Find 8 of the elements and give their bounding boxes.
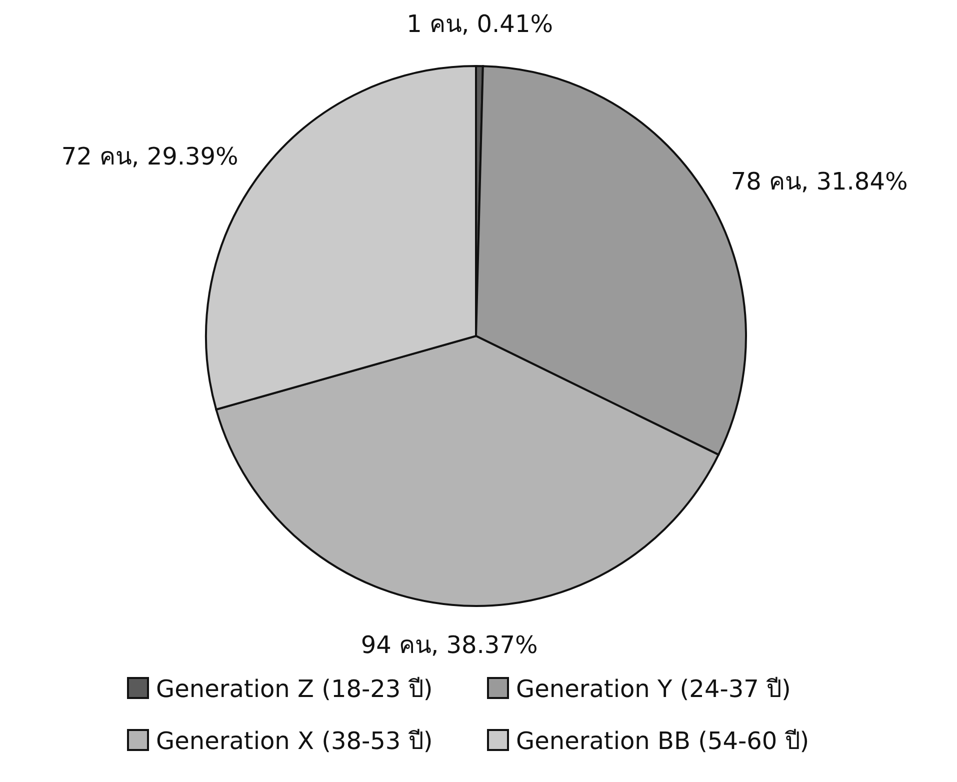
data-label: 94 คน, 38.37% xyxy=(360,630,538,659)
legend-label: Generation Z (18-23 ปี) xyxy=(156,675,433,703)
legend-label: Generation X (38-53 ปี) xyxy=(156,727,433,755)
legend-label: Generation BB (54-60 ปี) xyxy=(516,727,810,755)
data-label: 72 คน, 29.39% xyxy=(61,142,238,170)
data-label: 78 คน, 31.84% xyxy=(730,168,908,196)
legend-label: Generation Y (24-37 ปี) xyxy=(516,675,791,703)
data-label: 1 คน, 0.41% xyxy=(406,10,554,38)
